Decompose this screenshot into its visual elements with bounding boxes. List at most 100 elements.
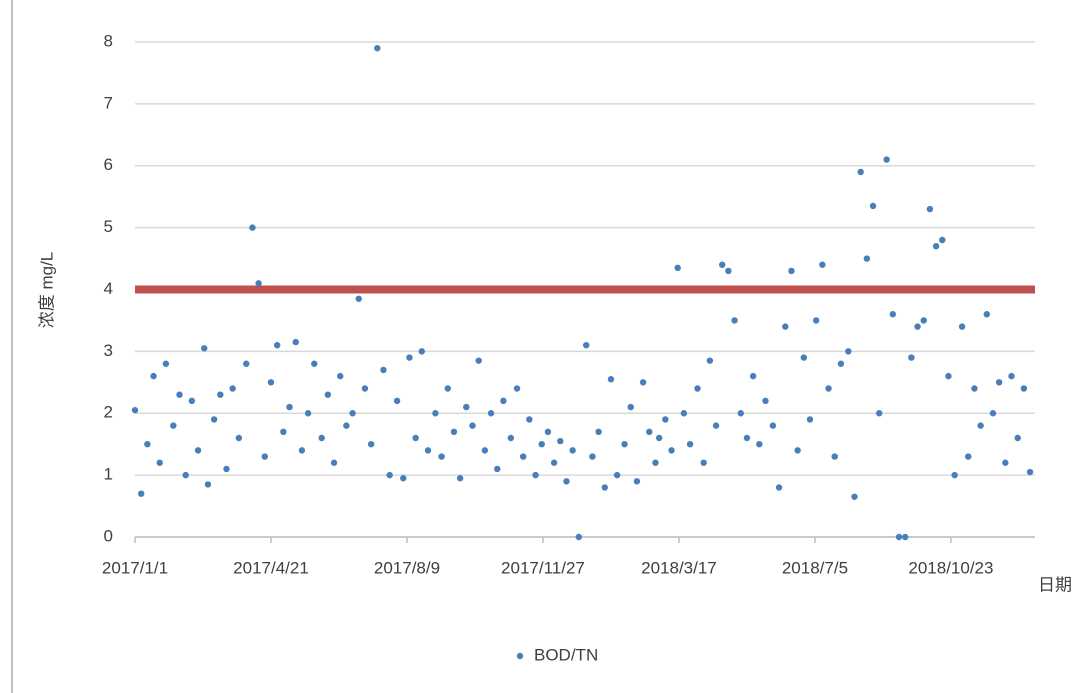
y-tick-label: 6	[104, 155, 113, 174]
data-point	[737, 410, 744, 417]
data-point	[481, 447, 489, 454]
data-point	[958, 323, 966, 330]
data-point	[965, 453, 972, 460]
data-point	[463, 403, 470, 411]
data-point	[487, 410, 495, 417]
data-point	[343, 422, 350, 429]
data-point	[330, 459, 338, 466]
data-point	[662, 416, 669, 423]
data-point	[170, 422, 177, 429]
y-tick-label: 3	[104, 341, 113, 360]
y-tick-label: 8	[104, 31, 113, 50]
data-point	[686, 440, 694, 448]
data-point	[712, 422, 720, 429]
x-tick-label: 2017/4/21	[233, 558, 309, 577]
data-point	[150, 372, 157, 380]
data-point	[324, 391, 332, 398]
data-point	[223, 465, 230, 473]
data-point	[725, 267, 732, 275]
data-point	[621, 440, 628, 448]
data-point	[267, 379, 275, 386]
data-point	[583, 341, 590, 349]
data-point	[926, 205, 934, 213]
data-point	[706, 357, 714, 364]
data-point	[1020, 385, 1028, 392]
data-point	[613, 471, 621, 479]
x-tick-label: 2018/3/17	[641, 558, 717, 577]
data-point	[355, 295, 362, 302]
data-point	[318, 434, 325, 442]
data-point	[595, 428, 602, 436]
x-tick-label: 2017/1/1	[102, 558, 168, 577]
data-point	[851, 493, 858, 500]
data-point	[633, 478, 641, 485]
data-point	[932, 242, 940, 250]
data-point	[607, 376, 615, 383]
x-axis-label: 日期	[1038, 575, 1072, 594]
data-point	[806, 416, 814, 423]
data-point	[1002, 459, 1009, 466]
data-point	[418, 348, 426, 355]
data-point	[538, 440, 545, 448]
data-point	[380, 366, 387, 374]
data-point	[450, 428, 458, 436]
data-point	[775, 484, 783, 491]
data-point	[674, 264, 681, 272]
data-point	[857, 168, 864, 176]
data-point	[273, 341, 281, 349]
data-point	[304, 410, 312, 417]
data-point	[945, 372, 952, 380]
data-point	[249, 224, 256, 231]
data-point	[210, 416, 218, 423]
data-point	[412, 434, 419, 442]
data-point	[550, 459, 558, 466]
data-point	[144, 440, 151, 448]
data-point	[374, 44, 381, 52]
data-point	[646, 428, 653, 436]
data-point	[769, 422, 777, 429]
data-point	[788, 267, 795, 275]
data-point	[217, 391, 224, 398]
data-point	[920, 317, 927, 324]
legend-label: BOD/TN	[534, 645, 598, 664]
data-point	[977, 422, 984, 429]
data-point	[782, 323, 789, 330]
data-point	[700, 459, 707, 466]
data-point	[532, 471, 539, 479]
data-point	[563, 478, 570, 485]
y-axis-label: 浓度 mg/L	[37, 252, 56, 329]
y-tick-label: 0	[104, 526, 113, 545]
data-point	[444, 385, 451, 392]
data-point	[971, 385, 978, 392]
data-point	[513, 385, 521, 392]
data-point	[494, 465, 501, 473]
data-point	[995, 379, 1003, 386]
data-point	[627, 403, 634, 411]
data-point	[837, 360, 845, 367]
data-point	[876, 410, 883, 417]
data-point	[863, 255, 871, 262]
data-point	[475, 357, 482, 364]
data-point	[204, 481, 212, 488]
data-point	[652, 459, 659, 466]
x-tick-label: 2017/8/9	[374, 558, 440, 577]
data-point	[731, 317, 738, 324]
data-point	[601, 484, 608, 491]
y-tick-label: 1	[104, 465, 113, 484]
data-point	[182, 471, 189, 479]
data-point	[137, 490, 145, 497]
data-point	[243, 360, 250, 367]
data-point	[756, 440, 763, 448]
data-point	[939, 236, 946, 244]
data-point	[914, 323, 921, 330]
data-point	[201, 345, 208, 352]
data-point	[825, 385, 832, 392]
data-point	[901, 533, 909, 541]
y-tick-label: 4	[104, 279, 113, 298]
x-tick-label: 2018/10/23	[908, 558, 993, 577]
data-point	[406, 354, 413, 361]
data-point	[386, 471, 393, 479]
data-point	[367, 440, 375, 448]
data-point	[229, 385, 236, 392]
